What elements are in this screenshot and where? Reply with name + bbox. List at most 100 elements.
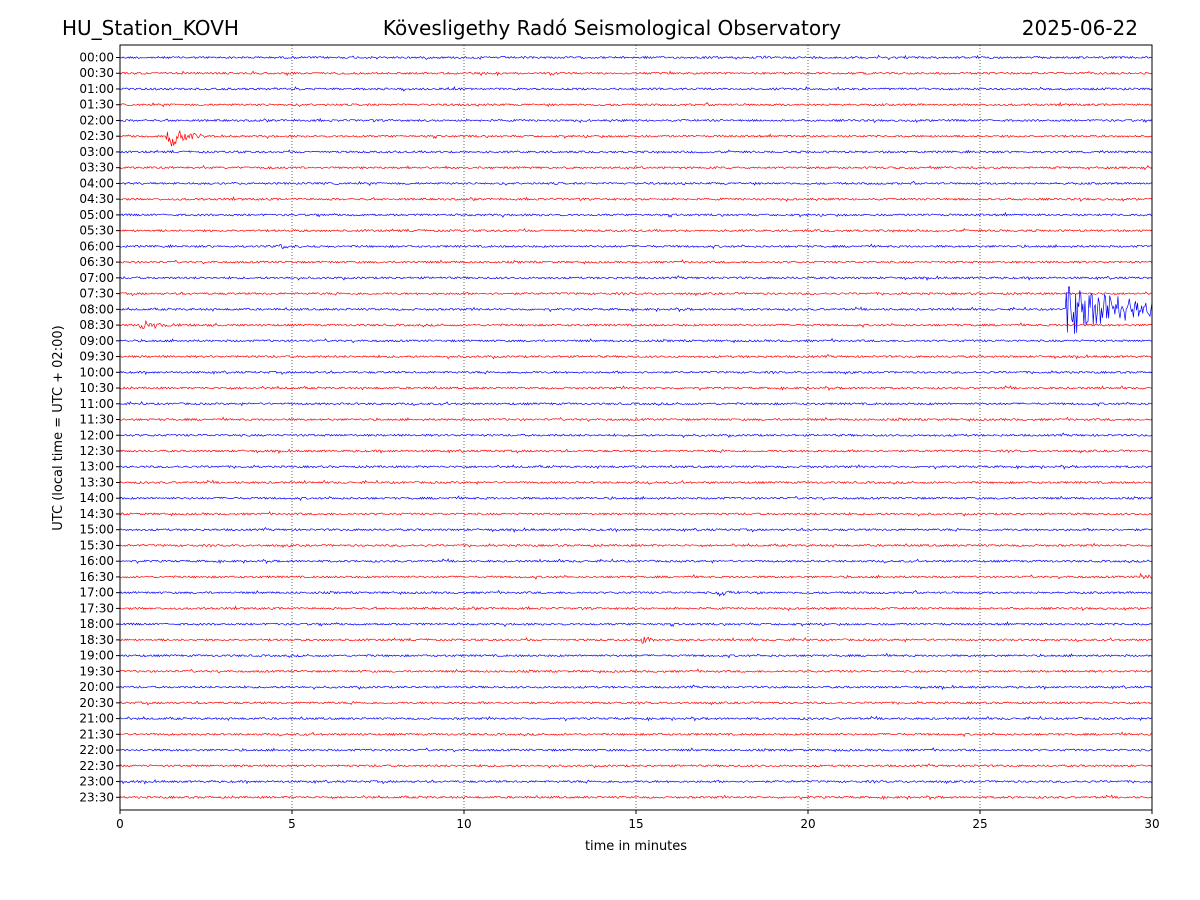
trace-row [119,495,1153,502]
row-time-label: 02:00 [79,113,114,127]
row-time-label: 11:00 [79,397,114,411]
row-time-label: 05:00 [79,208,114,222]
row-time-label: 07:30 [79,287,114,301]
x-axis-ticks: 0 5 10 15 20 25 30 [116,810,1160,831]
trace-row [119,259,1153,265]
trace-row [119,572,1153,580]
row-time-label: 15:30 [79,538,114,552]
row-time-label: 18:30 [79,633,114,647]
x-tick-label: 0 [116,817,124,831]
trace-row [119,416,1153,423]
trace-row [119,542,1153,549]
row-time-label: 18:00 [79,617,114,631]
trace-row [119,85,1153,92]
row-time-label: 16:00 [79,554,114,568]
trace-row [119,731,1153,738]
trace-row [119,779,1153,785]
trace-row [119,117,1153,124]
trace-row [119,511,1153,517]
station-name: HU_Station_KOVH [62,16,239,40]
trace-row [119,464,1153,470]
row-time-label: 09:30 [79,350,114,364]
row-time-label: 09:00 [79,334,114,348]
x-tick-label: 15 [628,817,643,831]
trace-row [119,337,1153,344]
trace-row [119,794,1153,801]
trace-row [119,196,1153,202]
row-time-label: 13:30 [79,475,114,489]
trace-row [119,621,1153,628]
row-time-label: 12:30 [79,444,114,458]
trace-row [119,715,1153,722]
trace-row [119,684,1153,691]
row-time-label: 00:30 [79,66,114,80]
x-tick-label: 30 [1144,817,1159,831]
row-time-label: 17:00 [79,586,114,600]
trace-row [119,228,1153,233]
y-axis-label: UTC (local time = UTC + 02:00) [51,325,66,530]
row-time-label: 03:30 [79,161,114,175]
trace-row [119,700,1153,706]
chart-title: Kövesligethy Radó Seismological Observat… [383,16,841,40]
trace-row [119,432,1153,439]
row-time-label: 00:00 [79,51,114,65]
trace-row [119,370,1153,376]
row-time-label: 04:00 [79,176,114,190]
row-time-label: 11:30 [79,413,114,427]
row-time-label: 23:30 [79,790,114,804]
trace-row [119,401,1153,407]
row-time-label: 01:30 [79,98,114,112]
row-time-label: 13:00 [79,460,114,474]
trace-row [119,353,1153,360]
x-tick-label: 10 [456,817,471,831]
row-time-label: 02:30 [79,129,114,143]
trace-row [119,589,1153,597]
row-time-label: 19:30 [79,664,114,678]
trace-row [119,164,1153,171]
trace-row [119,526,1153,533]
x-axis-label: time in minutes [585,839,687,854]
grid-lines [291,45,981,810]
trace-row [119,286,1153,334]
trace-row [119,636,1153,644]
row-time-label: 16:30 [79,570,114,584]
trace-row [119,130,1153,147]
row-time-label: 04:30 [79,192,114,206]
row-time-label: 22:00 [79,743,114,757]
row-time-label: 21:00 [79,712,114,726]
row-time-label: 20:00 [79,680,114,694]
trace-row [119,149,1153,154]
trace-row [119,211,1153,218]
row-time-label: 17:30 [79,601,114,615]
trace-row [119,180,1153,187]
trace-row [119,448,1153,455]
trace-row [119,763,1153,769]
row-time-label: 15:00 [79,523,114,537]
row-time-label: 08:00 [79,302,114,316]
row-time-label: 12:00 [79,428,114,442]
row-time-label: 06:00 [79,239,114,253]
chart-date: 2025-06-22 [1022,16,1138,40]
row-time-label: 07:00 [79,271,114,285]
trace-row [119,243,1153,250]
row-time-label: 08:30 [79,318,114,332]
x-tick-label: 25 [972,817,987,831]
row-time-label: 23:00 [79,775,114,789]
trace-row [119,385,1153,392]
trace-row [119,320,1153,330]
row-time-label: 10:30 [79,381,114,395]
trace-row [119,652,1153,659]
row-time-label: 10:00 [79,365,114,379]
row-time-label: 06:30 [79,255,114,269]
row-time-label: 19:00 [79,649,114,663]
x-tick-label: 20 [800,817,815,831]
trace-row [119,747,1153,753]
trace-row [119,70,1153,77]
x-tick-label: 5 [288,817,296,831]
trace-row [119,668,1153,674]
trace-row [119,558,1153,565]
trace-row [119,54,1153,61]
row-time-label: 03:00 [79,145,114,159]
